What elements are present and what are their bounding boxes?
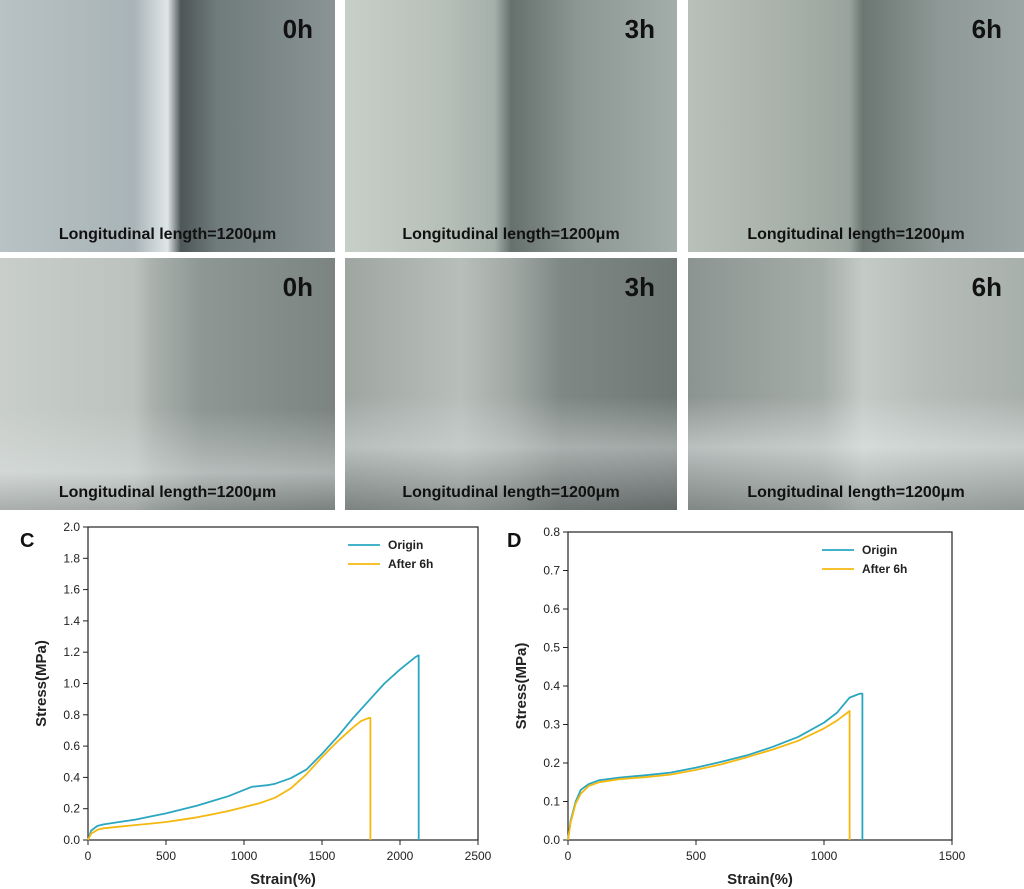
plot-frame <box>567 531 953 841</box>
series-line-after-6h <box>567 710 851 841</box>
legend-label: After 6h <box>388 557 433 571</box>
scale-caption: Longitudinal length=1200μm <box>58 226 277 243</box>
series-line-origin <box>567 692 864 841</box>
x-tick-label: 2500 <box>465 849 492 863</box>
y-tick-label: 0.0 <box>543 833 560 847</box>
scale-caption: Longitudinal length=1200μm <box>402 226 620 243</box>
micrograph-a-6h: 6h Longitudinal length=1200μm <box>688 0 1024 252</box>
legend-label: Origin <box>388 538 423 552</box>
y-tick-label: 1.0 <box>63 677 80 691</box>
y-tick-label: 0.3 <box>543 718 560 732</box>
y-tick-label: 0.8 <box>63 708 80 722</box>
y-tick-label: 0.2 <box>543 756 560 770</box>
chart-c-stress-strain: 0 500 1000 1500 2000 2500 0.0 0.2 0.4 0.6 0.8 1.0 1.… <box>33 520 492 888</box>
time-label: 0h <box>282 14 313 44</box>
panel-label-c: C <box>20 530 35 552</box>
time-label: 0h <box>282 272 313 302</box>
time-label: 6h <box>971 272 1002 302</box>
y-tick-label: 0.6 <box>543 602 560 616</box>
micrograph-b-3h: 3h Longitudinal length=1200μm <box>345 258 677 510</box>
scale-caption: Longitudinal length=1200μm <box>58 484 277 501</box>
scale-caption: Longitudinal length=1200μm <box>747 484 965 501</box>
y-tick-label: 0.2 <box>63 802 80 816</box>
y-tick-label: 0.4 <box>63 770 80 784</box>
y-tick-label: 0.6 <box>63 739 80 753</box>
x-tick-label: 500 <box>156 849 176 863</box>
y-tick-label: 2.0 <box>63 520 80 534</box>
scale-caption: Longitudinal length=1200μm <box>747 226 965 243</box>
legend-label: Origin <box>862 543 897 557</box>
chart-d-stress-strain: 0 500 1000 1500 0.0 0.1 0.2 0.3 0.4 0.5 0.6 0.7 0.8 S… <box>513 525 966 888</box>
x-tick-label: 1000 <box>811 849 838 863</box>
x-tick-label: 1500 <box>309 849 336 863</box>
series-line-origin <box>87 654 420 841</box>
time-label: 3h <box>624 272 655 302</box>
y-tick-label: 0.4 <box>543 679 560 693</box>
y-tick-label: 0.8 <box>543 525 560 539</box>
y-tick-label: 0.0 <box>63 833 80 847</box>
x-tick-label: 0 <box>85 849 92 863</box>
y-tick-label: 0.1 <box>543 795 560 809</box>
y-tick-label: 0.7 <box>543 564 560 578</box>
y-tick-label: 1.2 <box>63 645 80 659</box>
panel-label-d: D <box>507 530 522 552</box>
y-tick-label: 1.4 <box>63 614 80 628</box>
time-label: 6h <box>971 14 1002 44</box>
scale-caption: Longitudinal length=1200μm <box>402 484 620 501</box>
y-tick-label: 1.8 <box>63 551 80 565</box>
y-tick-label: 1.6 <box>63 583 80 597</box>
x-tick-label: 1000 <box>231 849 258 863</box>
micrograph-a-0h: 0h Longitudinal length=1200μm <box>0 0 335 252</box>
x-axis-label: Strain(%) <box>727 871 793 888</box>
micrograph-b-0h: 0h Longitudinal length=1200μm <box>0 258 335 510</box>
y-tick-label: 0.5 <box>543 641 560 655</box>
micrograph-b-6h: 6h Longitudinal length=1200μm <box>688 258 1024 510</box>
micrograph-a-3h: 3h Longitudinal length=1200μm <box>345 0 677 252</box>
x-axis-label: Strain(%) <box>250 871 316 888</box>
y-axis-label: Stress(MPa) <box>513 643 530 730</box>
x-tick-label: 500 <box>686 849 706 863</box>
y-axis-label: Stress(MPa) <box>33 640 50 727</box>
time-label: 3h <box>624 14 655 44</box>
x-tick-label: 0 <box>565 849 572 863</box>
series-line-after-6h <box>87 716 372 841</box>
legend-label: After 6h <box>862 562 907 576</box>
x-tick-label: 1500 <box>939 849 966 863</box>
x-tick-label: 2000 <box>387 849 414 863</box>
